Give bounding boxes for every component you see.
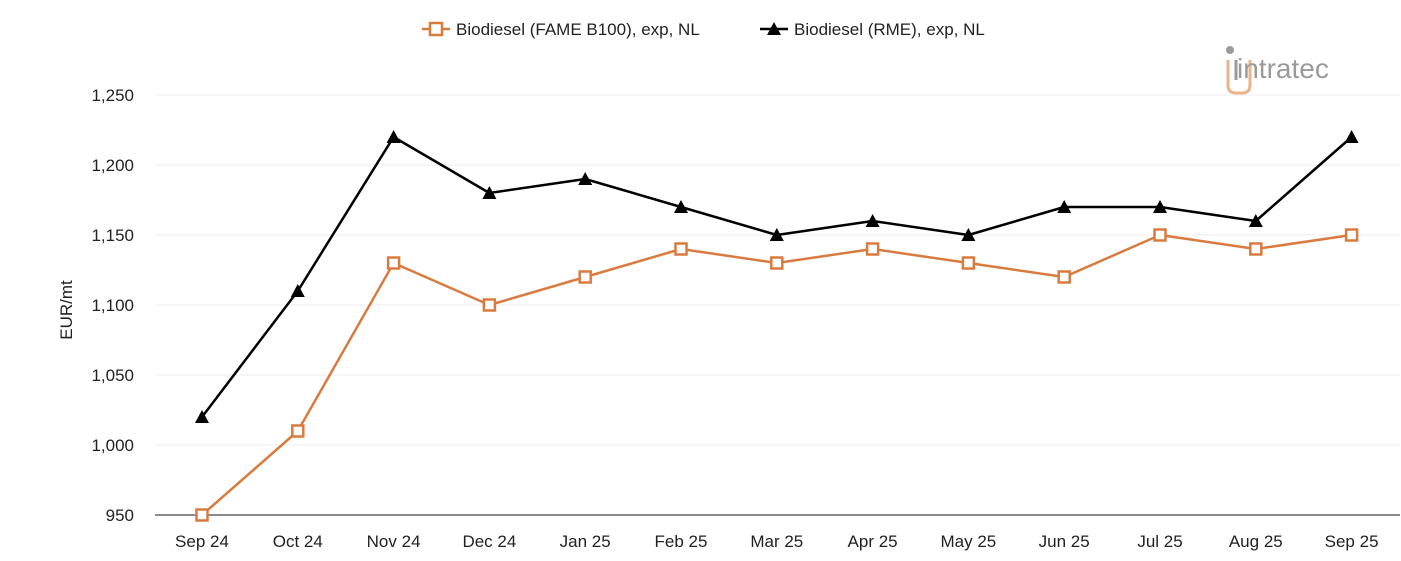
data-point [578,270,592,284]
data-point [386,130,401,143]
y-tick-label: 1,100 [91,296,134,315]
data-point [291,424,305,438]
legend-label-fame: Biodiesel (FAME B100), exp, NL [456,20,700,39]
data-point [961,256,976,270]
y-tick-label: 1,200 [91,156,134,175]
data-point [195,508,209,522]
intratec-logo-text: intratec [1237,53,1329,84]
data-point [674,200,688,213]
grid-lines [155,94,1400,446]
series-rme [195,130,1359,423]
x-tick-label: Dec 24 [462,532,516,551]
data-point [1153,228,1167,242]
x-tick-label: Aug 25 [1229,532,1283,551]
legend-label-rme: Biodiesel (RME), exp, NL [794,20,985,39]
y-tick-label: 1,250 [91,86,134,105]
x-tick-label: Jun 25 [1039,532,1090,551]
y-axis-ticks: 950 1,000 1,050 1,100 1,150 1,200 1,250 [91,86,134,525]
x-axis-ticks: Sep 24 Oct 24 Nov 24 Dec 24 Jan 25 Feb 25 Mar … [175,532,1378,551]
x-tick-label: Mar 25 [750,532,803,551]
data-point [1248,214,1263,227]
x-tick-label: Jan 25 [560,532,611,551]
data-point [1249,242,1263,256]
data-point [865,214,880,227]
legend: Biodiesel (FAME B100), exp, NL Biodiesel… [422,20,985,39]
y-tick-label: 1,150 [91,226,134,245]
y-axis-title: EUR/mt [57,280,76,340]
x-tick-label: Jul 25 [1137,532,1182,551]
data-point [865,242,880,256]
legend-item-rme: Biodiesel (RME), exp, NL [760,20,985,39]
legend-item-fame: Biodiesel (FAME B100), exp, NL [422,20,700,39]
data-point [1344,228,1359,242]
data-point [674,242,688,256]
legend-marker-rme [767,22,781,35]
intratec-logo: intratec [1226,46,1329,95]
y-tick-label: 950 [106,506,134,525]
x-tick-label: Nov 24 [367,532,421,551]
data-point [578,172,593,185]
legend-marker-fame [428,21,444,37]
x-tick-label: Apr 25 [848,532,898,551]
data-point [1057,200,1072,213]
x-tick-label: Sep 25 [1325,532,1379,551]
data-point [482,186,497,199]
data-point [770,256,784,270]
x-tick-label: May 25 [941,532,997,551]
series-layer [195,130,1359,522]
intratec-logo-icon [1226,46,1252,95]
x-tick-label: Oct 24 [273,532,323,551]
series-fame [195,228,1359,522]
y-tick-label: 1,000 [91,436,134,455]
data-point [769,228,784,241]
data-point [1344,130,1359,143]
data-point [1153,200,1167,213]
data-point [961,228,976,241]
data-point [290,284,305,297]
data-point [195,410,209,423]
x-tick-label: Feb 25 [655,532,708,551]
data-point [1057,270,1071,284]
data-point [482,298,497,312]
x-tick-label: Sep 24 [175,532,229,551]
y-tick-label: 1,050 [91,366,134,385]
data-point [386,256,401,270]
